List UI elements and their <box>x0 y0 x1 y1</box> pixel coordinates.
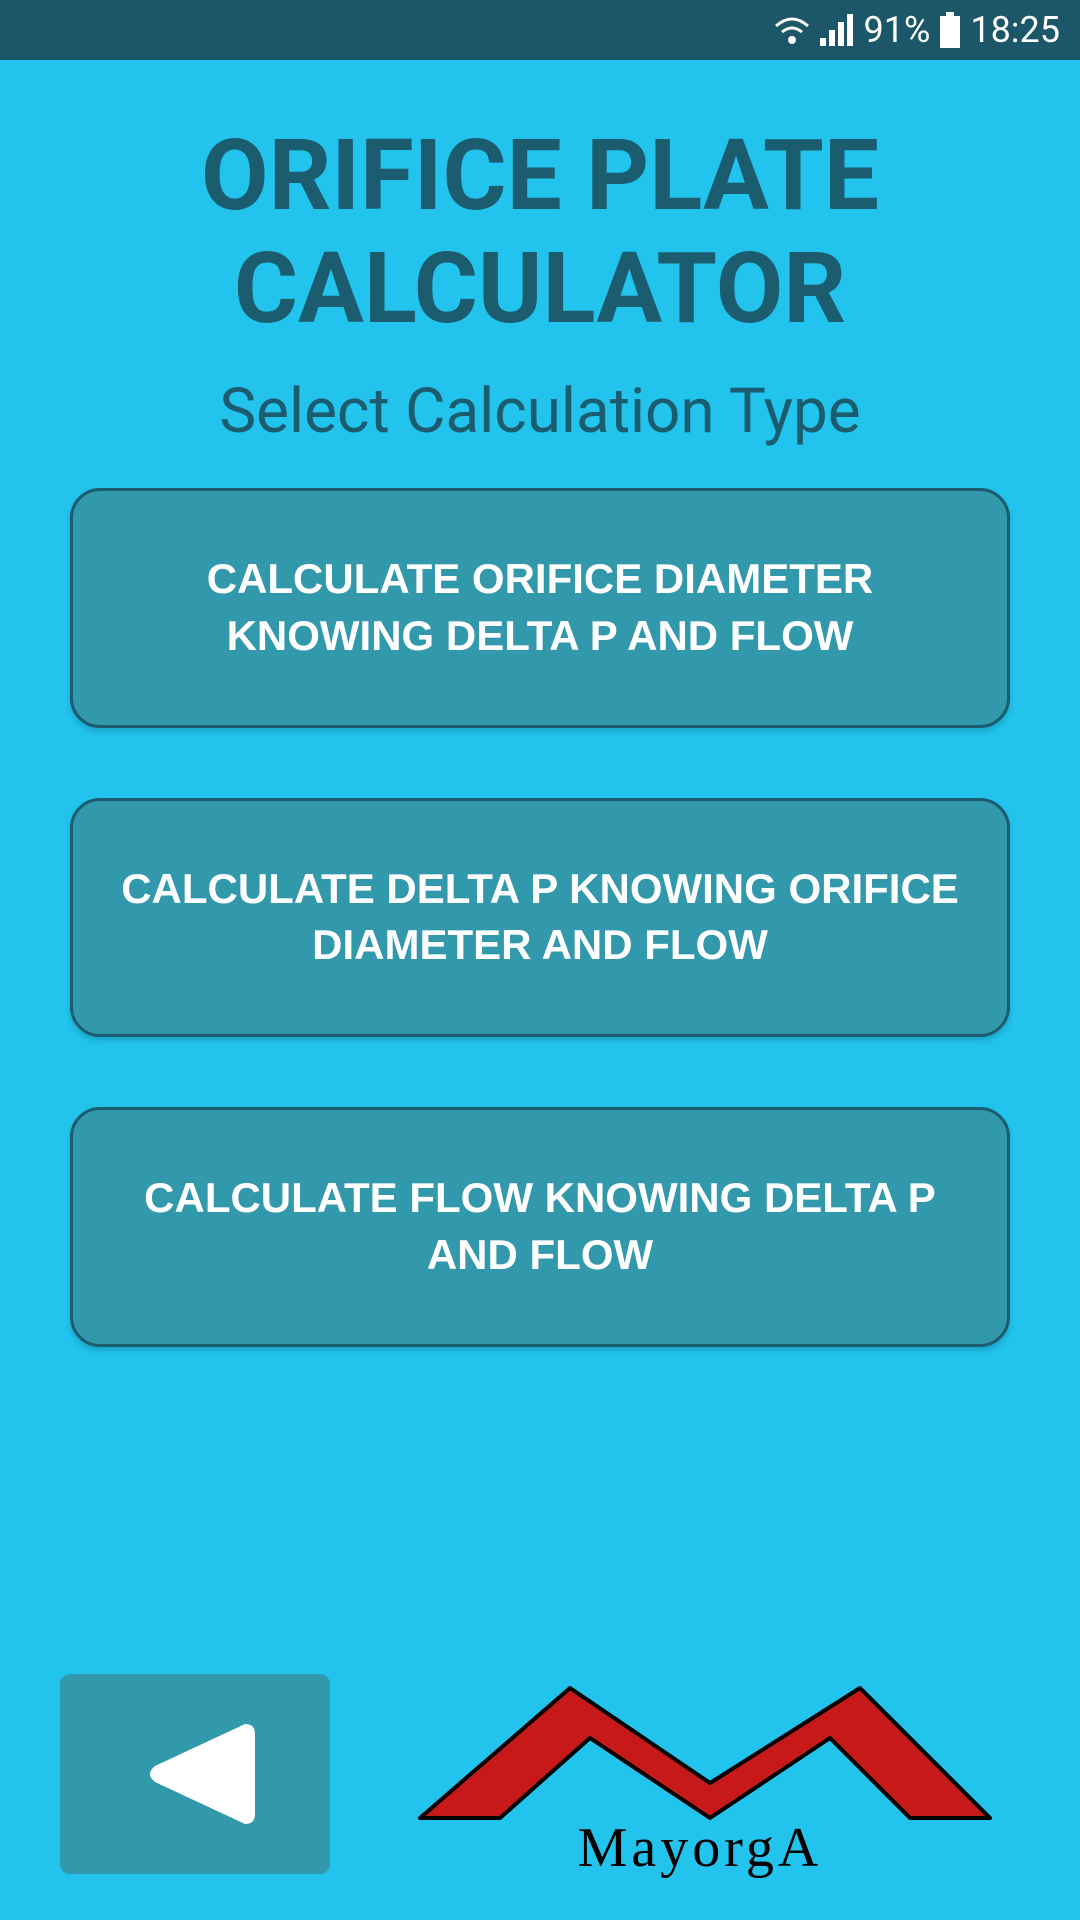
calc-deltap-button[interactable]: CALCULATE DELTA P KNOWING ORIFICE DIAMET… <box>70 798 1010 1037</box>
battery-percent: 91% <box>864 9 931 51</box>
calc-deltap-label: CALCULATE DELTA P KNOWING ORIFICE DIAMET… <box>103 861 977 974</box>
clock-time: 18:25 <box>970 9 1060 51</box>
calc-flow-label: CALCULATE FLOW KNOWING DELTA P AND FLOW <box>103 1170 977 1283</box>
battery-icon <box>938 12 962 48</box>
bottom-bar: MayorgA <box>60 1668 1020 1880</box>
page-subtitle: Select Calculation Type <box>219 375 860 448</box>
logo-m-icon <box>390 1668 1010 1828</box>
back-button[interactable] <box>60 1674 330 1874</box>
brand-logo: MayorgA <box>380 1668 1020 1880</box>
wifi-icon <box>772 14 812 46</box>
calc-flow-button[interactable]: CALCULATE FLOW KNOWING DELTA P AND FLOW <box>70 1107 1010 1346</box>
logo-text: MayorgA <box>578 1816 823 1880</box>
signal-icon <box>820 14 856 46</box>
page-title: ORIFICE PLATE CALCULATOR <box>60 120 1020 345</box>
main-content: ORIFICE PLATE CALCULATOR Select Calculat… <box>0 60 1080 1920</box>
status-bar: 91% 18:25 <box>0 0 1080 60</box>
back-triangle-icon <box>115 1704 275 1844</box>
calc-diameter-label: CALCULATE ORIFICE DIAMETER KNOWING DELTA… <box>103 551 977 664</box>
calculation-buttons: CALCULATE ORIFICE DIAMETER KNOWING DELTA… <box>60 488 1020 1346</box>
calc-diameter-button[interactable]: CALCULATE ORIFICE DIAMETER KNOWING DELTA… <box>70 488 1010 727</box>
